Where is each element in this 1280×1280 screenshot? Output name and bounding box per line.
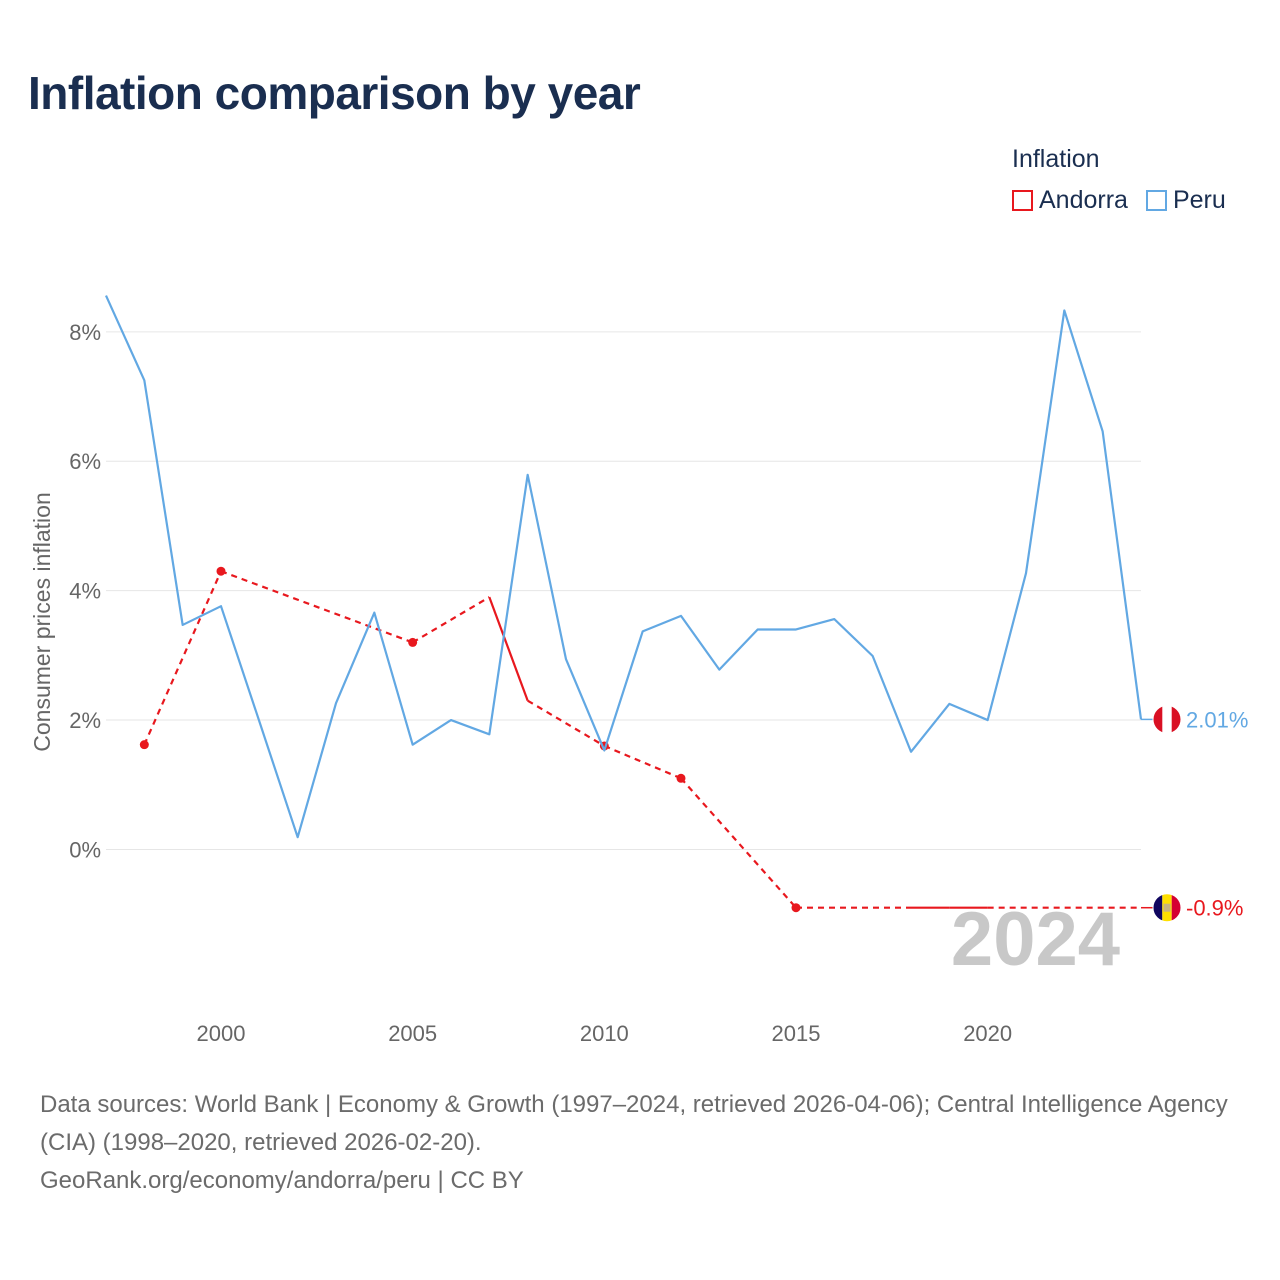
y-axis-title: Consumer prices inflation [29, 492, 55, 752]
series-segment-andorra[interactable] [220, 570, 414, 644]
end-label-andorra: -0.9% [1186, 896, 1243, 921]
flag-andorra-icon [1152, 893, 1182, 923]
x-tick-label: 2015 [772, 1021, 821, 1046]
x-tick-label: 2000 [197, 1021, 246, 1046]
flag-peru-icon [1152, 704, 1182, 734]
y-tick-label: 8% [69, 320, 101, 345]
data-point-andorra[interactable] [791, 903, 801, 913]
series-segment-andorra[interactable] [412, 596, 490, 644]
legend-item-andorra[interactable]: Andorra [1012, 186, 1128, 215]
chart-title: Inflation comparison by year [28, 67, 641, 119]
data-point-andorra[interactable] [139, 740, 149, 750]
year-watermark: 2024 [951, 897, 1120, 982]
legend-swatch-andorra [1012, 190, 1033, 211]
footer: Data sources: World Bank | Economy & Gro… [40, 1086, 1250, 1200]
legend-label-andorra: Andorra [1039, 186, 1128, 214]
y-tick-label: 0% [69, 837, 101, 862]
y-tick-label: 2% [69, 708, 101, 733]
x-tick-label: 2010 [580, 1021, 629, 1046]
series-segment-andorra[interactable] [680, 777, 797, 909]
credit-link[interactable]: GeoRank.org/economy/andorra/peru | CC BY [40, 1167, 524, 1194]
series-segment-andorra[interactable] [527, 699, 605, 747]
line-chart: 0% 2% 4% 6% 8% 2000 2005 2010 2015 2020 2024 Con… [29, 295, 1248, 1046]
y-tick-label: 6% [69, 449, 101, 474]
series-segment-andorra[interactable] [143, 570, 223, 746]
y-tick-label: 4% [69, 579, 101, 604]
series-segment-andorra[interactable] [488, 596, 529, 702]
legend-swatch-peru [1145, 190, 1167, 211]
end-label-peru: 2.01% [1186, 707, 1248, 732]
data-point-andorra[interactable] [676, 773, 686, 783]
x-tick-label: 2005 [388, 1021, 437, 1046]
data-sources: Data sources: World Bank | Economy & Gro… [40, 1091, 1228, 1156]
x-tick-label: 2020 [963, 1021, 1012, 1046]
data-point-andorra[interactable] [216, 566, 226, 576]
data-point-andorra[interactable] [408, 637, 418, 647]
legend: Inflation Andorra Peru [1012, 145, 1226, 215]
series-line-peru[interactable] [104, 295, 1143, 839]
legend-title: Inflation [1012, 145, 1100, 173]
legend-item-peru[interactable]: Peru [1145, 186, 1226, 215]
legend-label-peru: Peru [1172, 186, 1226, 214]
series-segment-andorra[interactable] [603, 744, 682, 780]
